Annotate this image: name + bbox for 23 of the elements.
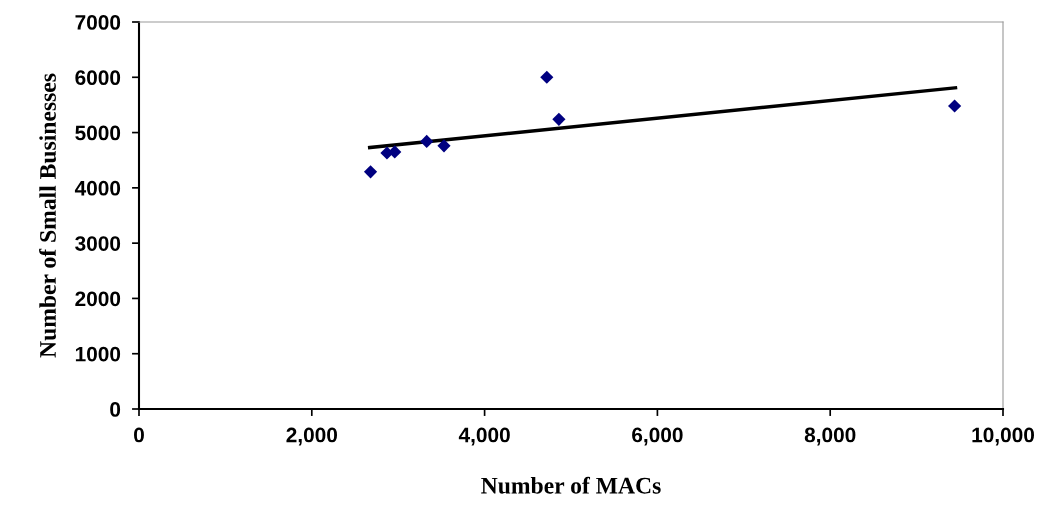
y-tick-label: 7000 (75, 15, 121, 30)
x-tick-label: 8,000 (804, 427, 856, 446)
y-tick-label: 6000 (75, 70, 121, 86)
y-tick-label: 4000 (74, 180, 121, 196)
y-tick-label: 2000 (75, 291, 121, 307)
point (388, 145, 402, 159)
y-axis-title: Number of Small Businesses (39, 73, 56, 358)
x-tick-label: 4,000 (458, 427, 510, 446)
point (363, 165, 378, 179)
y-tick-label: 3000 (75, 236, 121, 251)
y-tick-label: 1000 (75, 346, 121, 362)
x-axis-title: Number of MACs (481, 476, 661, 494)
x-tick-label: 2,000 (286, 427, 338, 446)
point (540, 70, 554, 84)
x-tick-label: 6,000 (632, 427, 683, 446)
point (420, 134, 434, 148)
x-tick-label: 0 (134, 427, 144, 443)
x-tick-label: 10,000 (972, 427, 1035, 446)
point (948, 99, 962, 113)
y-tick-label: 0 (110, 402, 121, 417)
point (437, 139, 451, 153)
point (552, 112, 566, 126)
y-tick-label: 5000 (75, 125, 121, 141)
